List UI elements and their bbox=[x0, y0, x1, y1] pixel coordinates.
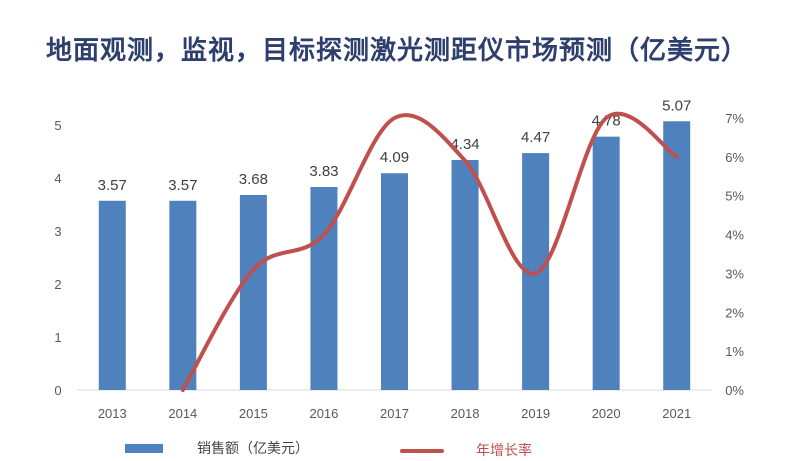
x-tick-label: 2015 bbox=[239, 406, 268, 421]
y-right-tick-label: 0% bbox=[725, 383, 744, 398]
legend-bar-swatch bbox=[125, 444, 163, 453]
y-left-tick-label: 0 bbox=[54, 383, 61, 398]
legend-bar-label: 销售额（亿美元） bbox=[197, 441, 309, 457]
x-tick-label: 2016 bbox=[309, 406, 338, 421]
y-right-tick-label: 6% bbox=[725, 150, 744, 165]
bar bbox=[239, 194, 267, 390]
chart-title: 地面观测，监视，目标探测激光测距仪市场预测（亿美元） bbox=[45, 36, 748, 66]
bar bbox=[169, 200, 197, 390]
y-right-tick-label: 2% bbox=[725, 305, 744, 320]
bar-value-label: 3.57 bbox=[98, 177, 127, 194]
x-tick-label: 2019 bbox=[521, 406, 550, 421]
bar-value-label: 4.34 bbox=[450, 136, 479, 153]
bar bbox=[381, 173, 408, 390]
legend: 销售额（亿美元） 年增长率 bbox=[0, 438, 794, 459]
bar bbox=[451, 159, 479, 390]
x-tick-label: 2014 bbox=[168, 406, 197, 421]
x-tick-label: 2021 bbox=[662, 406, 691, 421]
y-left-tick-label: 1 bbox=[54, 330, 61, 345]
bar-value-label: 3.68 bbox=[239, 171, 268, 188]
y-left-tick-label: 5 bbox=[54, 118, 61, 133]
y-left-tick-label: 3 bbox=[54, 224, 61, 239]
y-right-tick-label: 4% bbox=[725, 228, 744, 243]
bar-value-label: 4.47 bbox=[521, 129, 550, 146]
x-tick-label: 2018 bbox=[451, 406, 480, 421]
y-left-tick-label: 2 bbox=[54, 277, 61, 292]
legend-line-swatch bbox=[400, 449, 444, 453]
y-right-tick-label: 3% bbox=[725, 266, 744, 281]
bar-value-label: 3.83 bbox=[309, 163, 338, 180]
y-right-tick-label: 1% bbox=[725, 344, 744, 359]
bar bbox=[592, 136, 620, 390]
bar-value-label: 3.57 bbox=[168, 177, 197, 194]
x-tick-label: 2013 bbox=[98, 406, 127, 421]
bar bbox=[663, 121, 691, 390]
legend-line-label: 年增长率 bbox=[476, 443, 532, 459]
bar bbox=[310, 187, 338, 390]
bar-value-label: 4.09 bbox=[380, 149, 409, 166]
growth-rate-line bbox=[180, 111, 679, 392]
bar bbox=[98, 200, 126, 390]
x-tick-label: 2017 bbox=[380, 406, 409, 421]
bar-value-label: 5.07 bbox=[662, 97, 691, 114]
x-tick-label: 2020 bbox=[592, 406, 621, 421]
y-right-tick-label: 5% bbox=[725, 189, 744, 204]
y-right-tick-label: 7% bbox=[725, 111, 744, 126]
y-left-tick-label: 4 bbox=[54, 171, 61, 186]
